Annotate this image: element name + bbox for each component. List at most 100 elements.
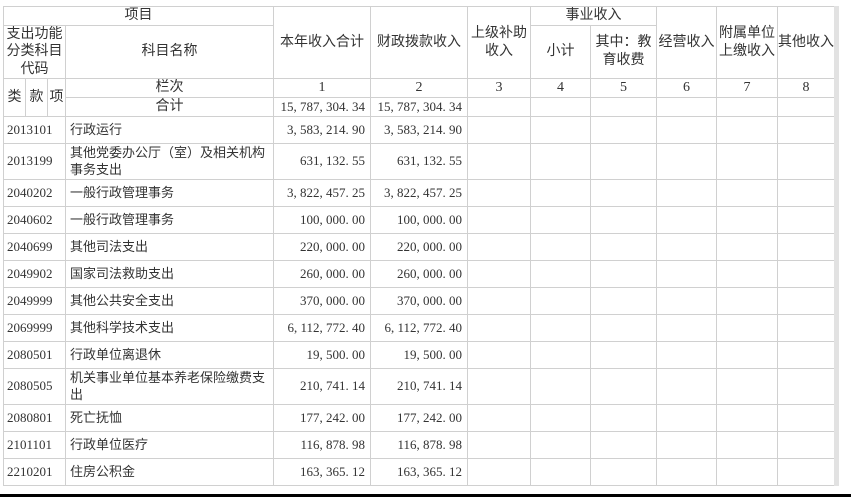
fiscal-income-cell: 116, 878. 98 [370,430,468,459]
empty-cell [656,97,717,117]
empty-cell [656,115,717,144]
empty-cell [590,142,657,180]
empty-cell [467,286,531,315]
header-code-lei: 类 [3,78,26,117]
bottom-rule [0,493,851,497]
empty-cell [777,205,839,234]
empty-cell [656,403,717,432]
header-code-kuan: 款 [25,78,48,117]
empty-cell [656,142,717,180]
empty-cell [530,142,591,180]
subject-name-cell: 其他公共安全支出 [65,286,274,315]
empty-cell [777,430,839,459]
empty-cell [590,340,657,369]
table-row: 2040202 一般行政管理事务 3, 822, 457. 25 3, 822,… [3,178,839,207]
empty-cell [467,97,531,117]
col-num-3: 3 [467,78,531,98]
total-income-cell: 19, 500. 00 [273,340,371,369]
table-row: 2069999 其他科学技术支出 6, 112, 772. 40 6, 112,… [3,313,839,342]
empty-cell [530,232,591,261]
header-business-income: 事业收入 [530,6,657,26]
empty-cell [590,403,657,432]
empty-cell [716,232,778,261]
empty-cell [530,259,591,288]
empty-cell [590,286,657,315]
table-row: 2080801 死亡抚恤 177, 242. 00 177, 242. 00 [3,403,839,432]
subject-name-cell: 一般行政管理事务 [65,178,274,207]
empty-cell [530,286,591,315]
table-row: 2040602 一般行政管理事务 100, 000. 00 100, 000. … [3,205,839,234]
header-other-income: 其他收入 [777,6,839,79]
fiscal-income-cell: 19, 500. 00 [370,340,468,369]
fiscal-income-cell: 163, 365. 12 [370,457,468,486]
subject-name-cell: 一般行政管理事务 [65,205,274,234]
empty-cell [467,115,531,144]
empty-cell [777,340,839,369]
header-fiscal-income: 财政拨款收入 [370,6,468,79]
subject-name-cell: 国家司法救助支出 [65,259,274,288]
fiscal-income-cell: 100, 000. 00 [370,205,468,234]
col-num-1: 1 [273,78,371,98]
table-row: 2049902 国家司法救助支出 260, 000. 00 260, 000. … [3,259,839,288]
empty-cell [530,205,591,234]
col-num-5: 5 [590,78,657,98]
header-subject-name: 科目名称 [65,24,274,79]
code-cell: 2210201 [3,457,66,486]
empty-cell [467,457,531,486]
total-label: 合计 [65,97,274,117]
code-cell: 2040202 [3,178,66,207]
table-row: 2013199 其他党委办公厅（室）及相关机构事务支出 631, 132. 55… [3,142,839,180]
empty-cell [530,403,591,432]
empty-cell [777,286,839,315]
subject-name-cell: 死亡抚恤 [65,403,274,432]
empty-cell [530,457,591,486]
empty-cell [590,97,657,117]
empty-cell [467,340,531,369]
header-business-subtotal: 小计 [530,24,591,79]
header-total-income: 本年收入合计 [273,6,371,79]
empty-cell [530,340,591,369]
empty-cell [590,232,657,261]
fiscal-income-cell: 370, 000. 00 [370,286,468,315]
fiscal-income-cell: 177, 242. 00 [370,403,468,432]
table-row: 2080501 行政单位离退休 19, 500. 00 19, 500. 00 [3,340,839,369]
empty-cell [656,286,717,315]
total-income-cell: 260, 000. 00 [273,259,371,288]
subject-name-cell: 其他党委办公厅（室）及相关机构事务支出 [65,142,274,180]
fiscal-income-cell: 6, 112, 772. 40 [370,313,468,342]
empty-cell [467,232,531,261]
subject-name-cell: 行政运行 [65,115,274,144]
empty-cell [716,259,778,288]
total-income-cell: 370, 000. 00 [273,286,371,315]
empty-cell [590,115,657,144]
empty-cell [777,232,839,261]
empty-cell [777,313,839,342]
total-income-cell: 163, 365. 12 [273,457,371,486]
empty-cell [716,403,778,432]
subject-name-cell: 机关事业单位基本养老保险缴费支出 [65,367,274,405]
header-code-label: 支出功能分类科目代码 [3,24,66,79]
empty-cell [777,457,839,486]
col-num-6: 6 [656,78,717,98]
total-fiscal-value: 15, 787, 304. 34 [370,97,468,117]
table-row: 2080505 机关事业单位基本养老保险缴费支出 210, 741. 14 21… [3,367,839,405]
empty-cell [530,430,591,459]
empty-cell [590,178,657,207]
total-row: 合计 15, 787, 304. 34 15, 787, 304. 34 [4,97,839,117]
empty-cell [656,430,717,459]
fiscal-income-cell: 210, 741. 14 [370,367,468,405]
fiscal-income-cell: 3, 822, 457. 25 [370,178,468,207]
code-cell: 2013101 [3,115,66,144]
subject-name-cell: 住房公积金 [65,457,274,486]
empty-cell [656,313,717,342]
empty-cell [777,367,839,405]
empty-cell [656,340,717,369]
code-cell: 2069999 [3,313,66,342]
table-row: 2101101 行政单位医疗 116, 878. 98 116, 878. 98 [3,430,839,459]
empty-cell [590,430,657,459]
code-cell: 2080505 [3,367,66,405]
fiscal-income-cell: 3, 583, 214. 90 [370,115,468,144]
header-lanci: 栏次 [65,78,274,98]
empty-cell [777,259,839,288]
empty-cell [467,430,531,459]
